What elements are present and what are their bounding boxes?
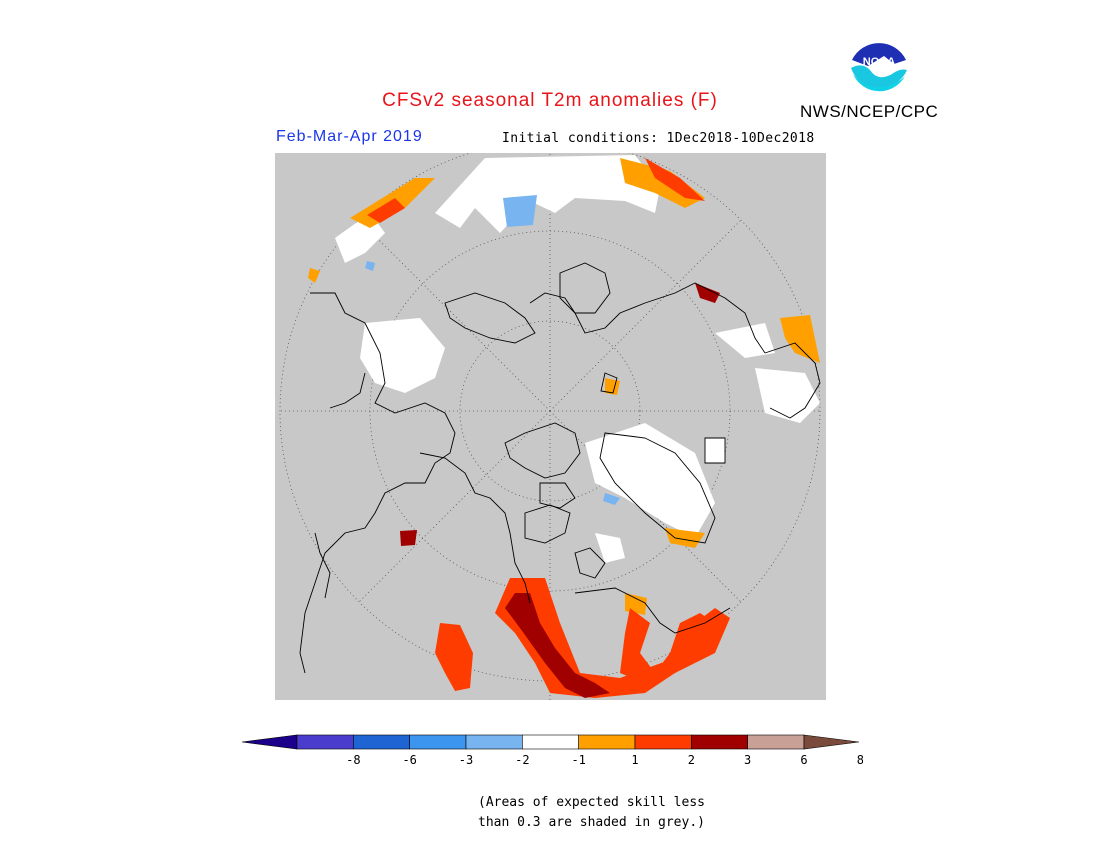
legend-swatch bbox=[465, 734, 523, 750]
legend-tick-label: -6 bbox=[402, 753, 416, 767]
legend-tick-label: 6 bbox=[800, 753, 807, 767]
legend-swatch-low-end bbox=[241, 734, 298, 750]
legend-tick-label: 3 bbox=[744, 753, 751, 767]
legend-tick-label: -2 bbox=[515, 753, 529, 767]
map-title: CFSv2 seasonal T2m anomalies (F) bbox=[382, 90, 718, 111]
legend-tick-label: 8 bbox=[857, 753, 863, 767]
legend-tick-label: 1 bbox=[631, 753, 638, 767]
legend-swatch-high-end bbox=[803, 734, 860, 750]
footnote-line-2: than 0.3 are shaded in grey.) bbox=[478, 815, 705, 830]
noaa-logo: NOAA bbox=[849, 41, 909, 101]
color-legend: -8 -6 -3 -2 -1 1 2 3 6 8 bbox=[241, 734, 863, 767]
legend-tick-label: 2 bbox=[688, 753, 695, 767]
legend-swatch bbox=[522, 734, 579, 750]
legend-swatch bbox=[691, 734, 748, 750]
organization-label: NWS/NCEP/CPC bbox=[800, 102, 939, 121]
legend-swatch bbox=[296, 734, 354, 750]
latitude-circle-75 bbox=[459, 320, 641, 502]
above-normal-dark-red-regions bbox=[400, 283, 720, 698]
color-legend-swatches bbox=[241, 734, 860, 750]
legend-tick-label: -1 bbox=[571, 753, 585, 767]
legend-swatch bbox=[578, 734, 636, 750]
polar-anomaly-map bbox=[275, 153, 826, 700]
coastlines bbox=[299, 262, 821, 674]
legend-swatch bbox=[634, 734, 692, 750]
noaa-logo-text: NOAA bbox=[863, 56, 895, 68]
footnote-line-1: (Areas of expected skill less bbox=[478, 795, 705, 810]
color-legend-tick-labels: -8 -6 -3 -2 -1 1 2 3 6 8 bbox=[346, 753, 863, 767]
legend-swatch bbox=[353, 734, 410, 750]
legend-tick-label: -8 bbox=[346, 753, 360, 767]
skill-footnote: (Areas of expected skill less than 0.3 a… bbox=[478, 793, 738, 833]
legend-swatch bbox=[747, 734, 805, 750]
legend-swatch bbox=[409, 734, 467, 750]
initial-conditions-label: Initial conditions: 1Dec2018-10Dec2018 bbox=[502, 131, 815, 146]
below-normal-light-blue-regions bbox=[365, 195, 620, 505]
season-label: Feb-Mar-Apr 2019 bbox=[276, 128, 423, 145]
legend-tick-label: -3 bbox=[459, 753, 473, 767]
latitude-circle-outer bbox=[279, 153, 821, 682]
